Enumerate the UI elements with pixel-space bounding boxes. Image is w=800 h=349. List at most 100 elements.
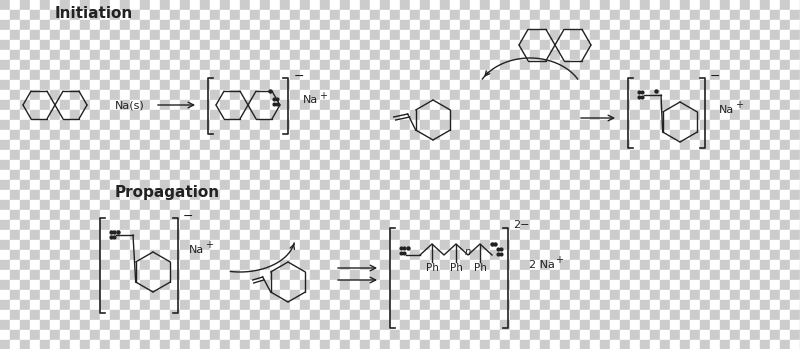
Bar: [450, 280, 460, 290]
Bar: [160, 40, 170, 50]
Bar: [730, 0, 740, 10]
Bar: [470, 240, 480, 250]
Bar: [450, 310, 460, 320]
Bar: [540, 20, 550, 30]
Bar: [710, 100, 720, 110]
Bar: [250, 320, 260, 330]
Bar: [270, 50, 280, 60]
Bar: [100, 240, 110, 250]
Bar: [640, 240, 650, 250]
Bar: [360, 100, 370, 110]
Bar: [160, 80, 170, 90]
Bar: [310, 160, 320, 170]
Bar: [680, 200, 690, 210]
Bar: [160, 250, 170, 260]
Bar: [510, 0, 520, 10]
Bar: [780, 170, 790, 180]
Bar: [750, 220, 760, 230]
Bar: [530, 120, 540, 130]
Bar: [110, 60, 120, 70]
Bar: [500, 190, 510, 200]
Bar: [410, 280, 420, 290]
Bar: [730, 220, 740, 230]
Bar: [650, 20, 660, 30]
Bar: [360, 10, 370, 20]
Bar: [70, 40, 80, 50]
Bar: [290, 290, 300, 300]
Bar: [710, 80, 720, 90]
Bar: [510, 20, 520, 30]
Bar: [320, 190, 330, 200]
Bar: [420, 320, 430, 330]
Bar: [70, 240, 80, 250]
Bar: [540, 210, 550, 220]
Bar: [120, 190, 130, 200]
Bar: [100, 60, 110, 70]
Bar: [150, 290, 160, 300]
Bar: [80, 290, 90, 300]
Bar: [120, 330, 130, 340]
Bar: [700, 50, 710, 60]
Bar: [530, 40, 540, 50]
Bar: [790, 220, 800, 230]
Bar: [30, 110, 40, 120]
Bar: [760, 310, 770, 320]
Bar: [170, 180, 180, 190]
Bar: [320, 160, 330, 170]
Bar: [60, 20, 70, 30]
Bar: [350, 130, 360, 140]
Bar: [230, 110, 240, 120]
Bar: [10, 100, 20, 110]
Bar: [680, 20, 690, 30]
Bar: [650, 300, 660, 310]
Bar: [140, 310, 150, 320]
Bar: [430, 320, 440, 330]
Bar: [140, 60, 150, 70]
Bar: [10, 90, 20, 100]
Bar: [660, 290, 670, 300]
Bar: [80, 50, 90, 60]
Bar: [470, 10, 480, 20]
Bar: [190, 40, 200, 50]
Bar: [150, 70, 160, 80]
Bar: [520, 180, 530, 190]
Bar: [420, 50, 430, 60]
Bar: [210, 20, 220, 30]
Bar: [200, 80, 210, 90]
Bar: [460, 310, 470, 320]
Bar: [110, 180, 120, 190]
Bar: [650, 190, 660, 200]
Bar: [210, 110, 220, 120]
Bar: [620, 320, 630, 330]
Bar: [30, 20, 40, 30]
Bar: [170, 140, 180, 150]
Bar: [550, 310, 560, 320]
Bar: [780, 50, 790, 60]
Bar: [580, 280, 590, 290]
Bar: [610, 140, 620, 150]
Bar: [570, 20, 580, 30]
Bar: [630, 130, 640, 140]
Bar: [780, 290, 790, 300]
Bar: [310, 120, 320, 130]
Bar: [360, 320, 370, 330]
Bar: [740, 240, 750, 250]
Bar: [30, 300, 40, 310]
Bar: [740, 100, 750, 110]
Bar: [150, 10, 160, 20]
Bar: [500, 0, 510, 10]
Bar: [270, 310, 280, 320]
Bar: [190, 340, 200, 349]
Bar: [90, 30, 100, 40]
Bar: [700, 260, 710, 270]
Bar: [620, 100, 630, 110]
Bar: [740, 310, 750, 320]
Bar: [360, 200, 370, 210]
Bar: [610, 10, 620, 20]
Bar: [630, 10, 640, 20]
Bar: [20, 320, 30, 330]
Bar: [780, 130, 790, 140]
Bar: [390, 300, 400, 310]
Bar: [560, 90, 570, 100]
Bar: [420, 80, 430, 90]
